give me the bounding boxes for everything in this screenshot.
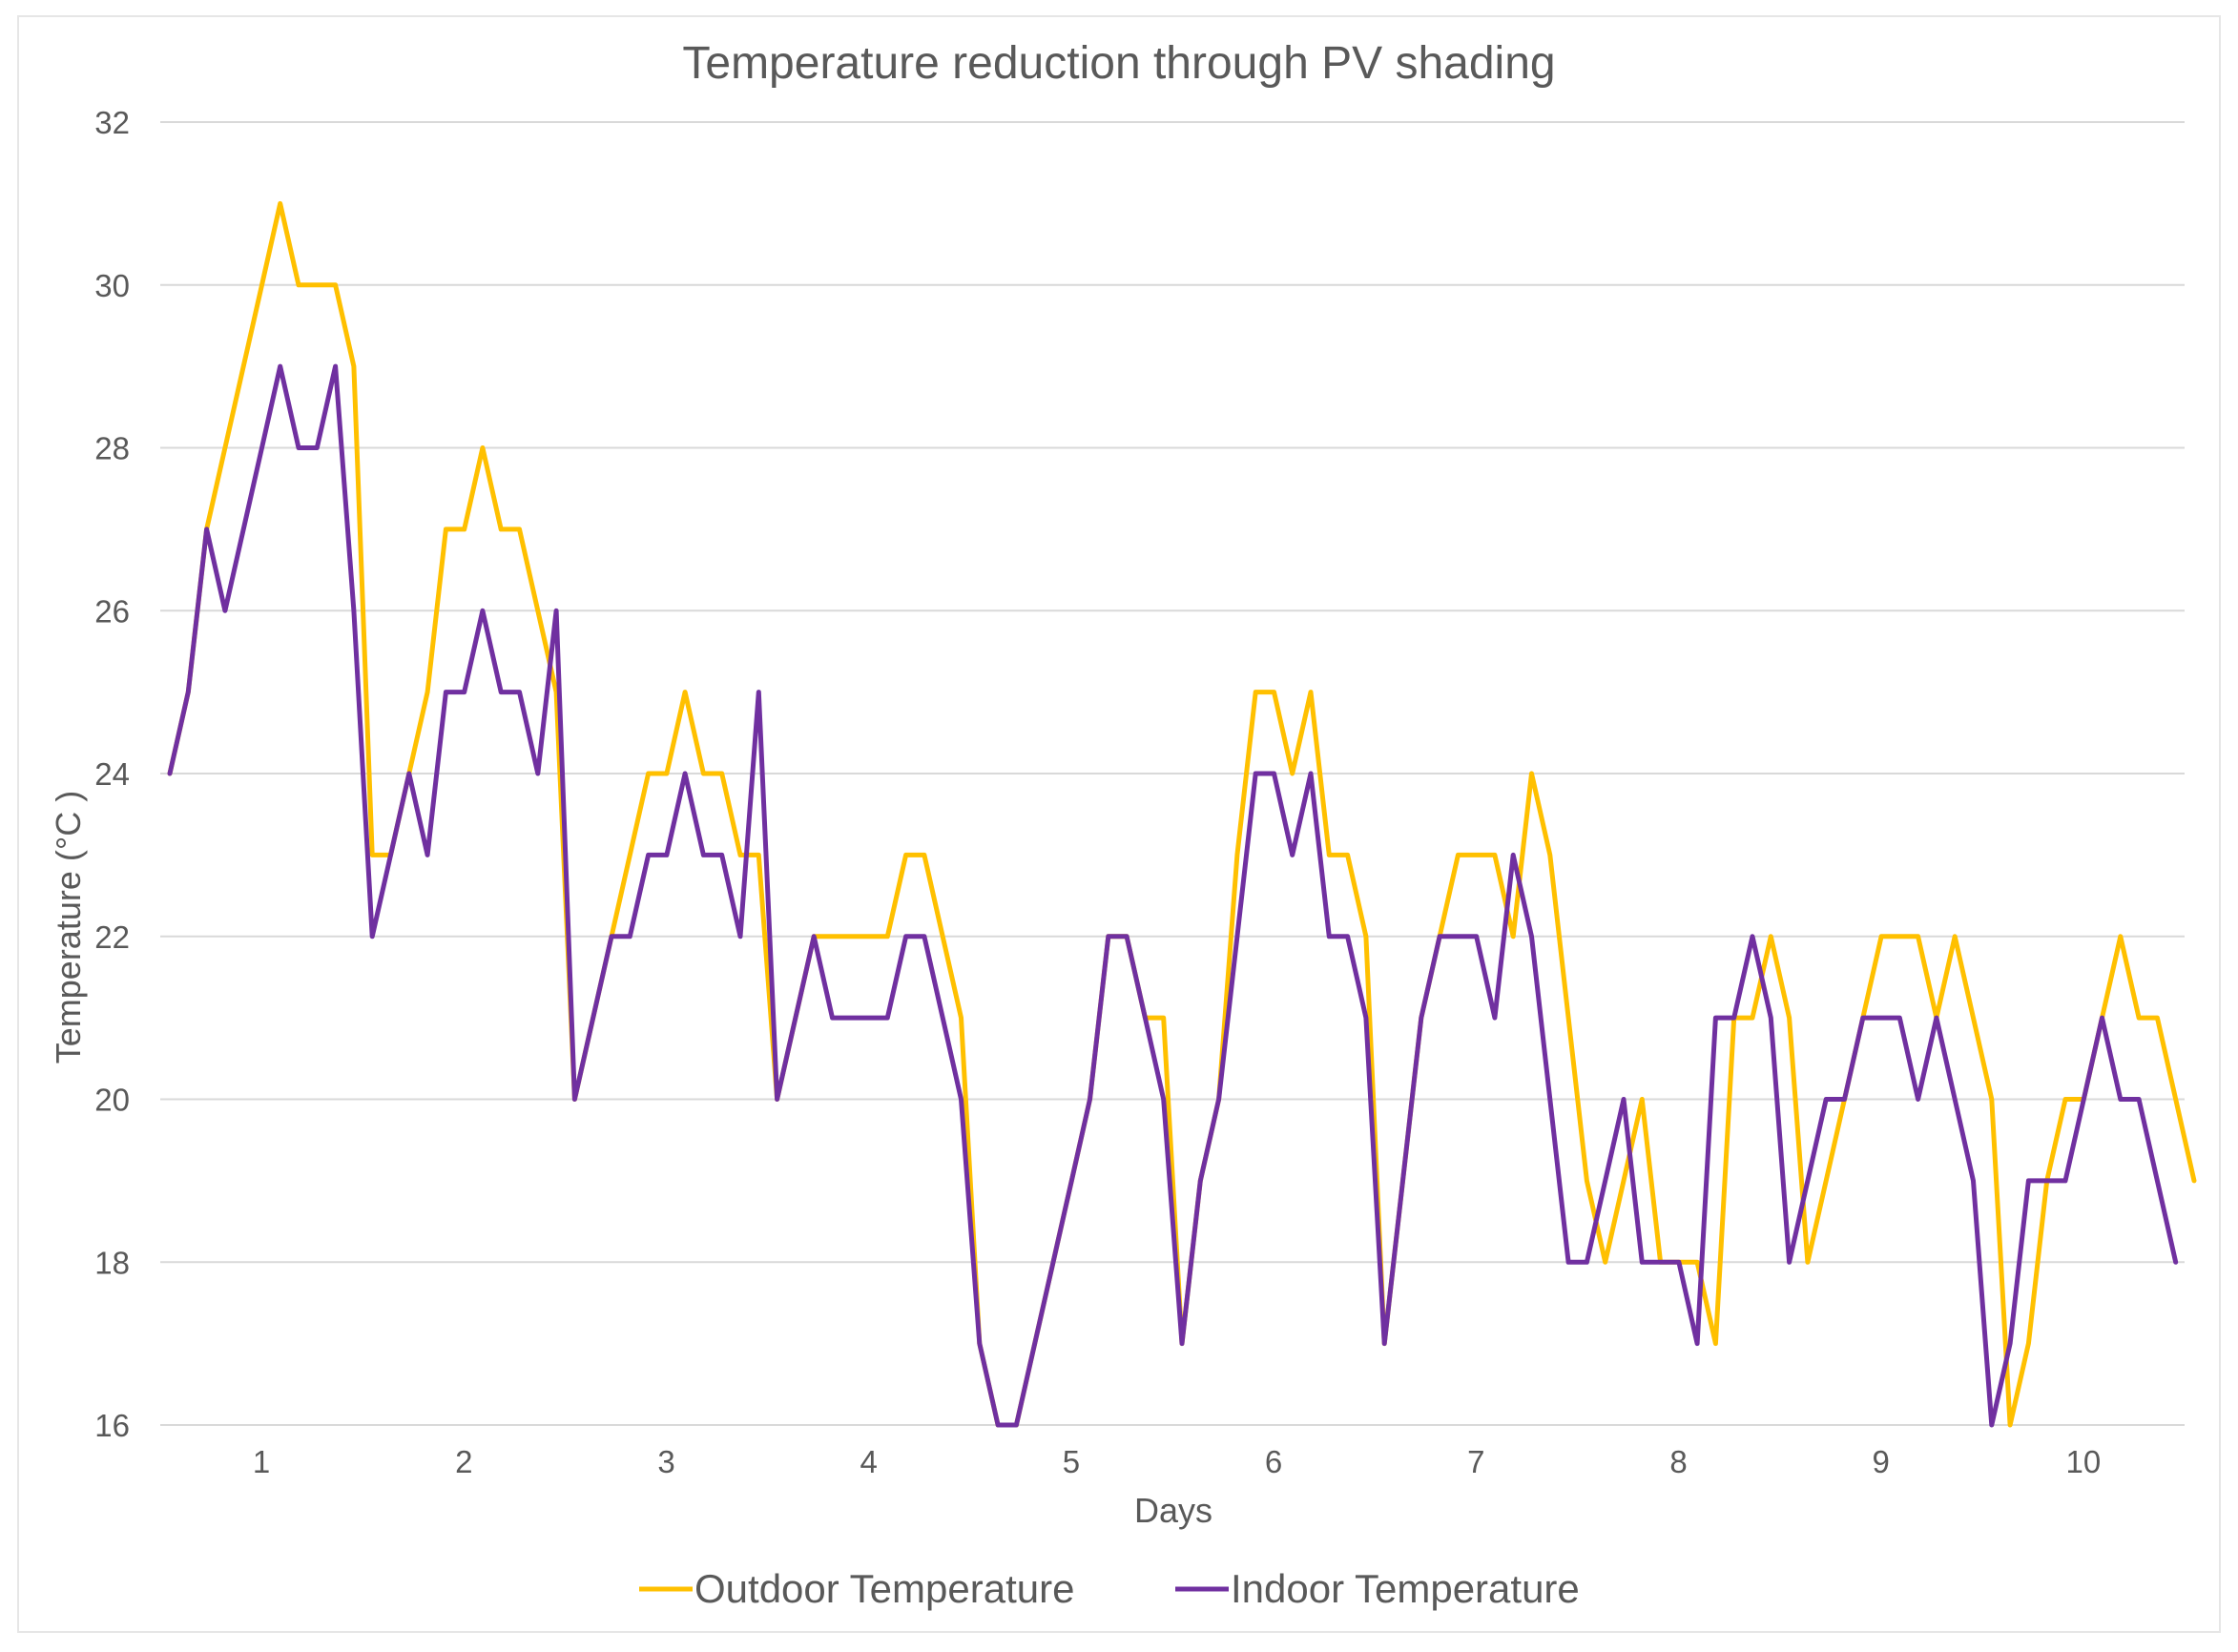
y-tick-label: 20: [94, 1083, 130, 1118]
legend: Outdoor Temperature Indoor Temperature: [639, 1566, 1580, 1611]
x-tick-label: 9: [1873, 1444, 1890, 1479]
indoor-temperature-line: [167, 363, 2179, 1428]
y-axis-label: Temperature (°C ): [49, 791, 88, 1063]
y-tick-label: 26: [94, 593, 130, 629]
y-tick-label: 28: [94, 431, 130, 466]
y-tick-label: 32: [94, 105, 130, 140]
x-tick-label: 8: [1669, 1444, 1687, 1479]
legend-label-outdoor: Outdoor Temperature: [694, 1566, 1074, 1611]
x-tick-label: 1: [253, 1444, 270, 1479]
gridlines: [160, 121, 2185, 1426]
x-tick-label: 7: [1467, 1444, 1484, 1479]
x-tick-label: 2: [455, 1444, 472, 1479]
x-tick-label: 10: [2066, 1444, 2102, 1479]
y-tick-label: 18: [94, 1245, 130, 1280]
chart-title: Temperature reduction through PV shading: [682, 38, 1555, 89]
outdoor-temperature-line: [167, 200, 2197, 1428]
legend-label-indoor: Indoor Temperature: [1231, 1566, 1580, 1611]
x-tick-label: 4: [860, 1444, 878, 1479]
series-lines: [167, 200, 2197, 1428]
y-tick-label: 22: [94, 919, 130, 955]
y-tick-label: 24: [94, 756, 130, 792]
x-tick-label: 3: [657, 1444, 674, 1479]
x-axis-ticks: 1 2 3 4 5 6 7 8 9 10: [253, 1444, 2101, 1479]
y-tick-label: 30: [94, 268, 130, 303]
x-tick-label: 5: [1063, 1444, 1080, 1479]
y-axis-ticks: 16 18 20 22 24 26 28 30 32: [94, 105, 130, 1443]
y-tick-label: 16: [94, 1408, 130, 1443]
x-tick-label: 6: [1265, 1444, 1282, 1479]
x-axis-label: Days: [1134, 1491, 1212, 1530]
